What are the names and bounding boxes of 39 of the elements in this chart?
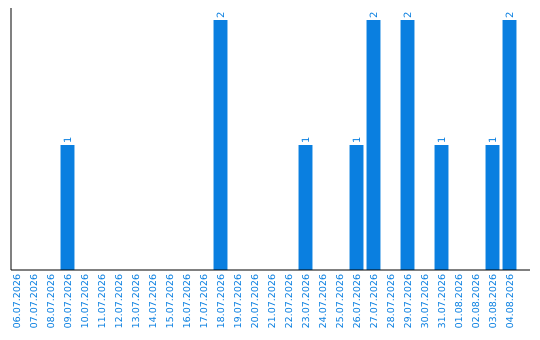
x-tick-label: 19.07.2026 — [233, 274, 244, 328]
data-label: 2 — [216, 12, 227, 18]
x-tick-label: 08.07.2026 — [46, 274, 57, 328]
x-tick-label: 06.07.2026 — [12, 274, 23, 328]
data-label: 1 — [488, 136, 499, 143]
x-tick-label: 24.07.2026 — [318, 274, 329, 328]
data-label: 1 — [437, 136, 448, 143]
x-tick-label: 16.07.2026 — [182, 274, 193, 328]
x-tick-label: 20.07.2026 — [250, 274, 261, 328]
x-tick-label: 02.08.2026 — [471, 274, 482, 328]
x-tick-label: 17.07.2026 — [199, 274, 210, 328]
x-tick-label: 23.07.2026 — [301, 274, 312, 328]
data-label: 1 — [301, 136, 312, 143]
x-tick-label: 14.07.2026 — [148, 274, 159, 328]
x-tick-label: 25.07.2026 — [335, 274, 346, 328]
x-tick-label: 09.07.2026 — [63, 274, 74, 328]
x-tick-label: 28.07.2026 — [386, 274, 397, 328]
x-tick-label: 01.08.2026 — [454, 274, 465, 328]
x-tick-label: 27.07.2026 — [369, 274, 380, 328]
x-tick-label: 10.07.2026 — [80, 274, 91, 328]
x-tick-label: 30.07.2026 — [420, 274, 431, 328]
x-tick-label: 11.07.2026 — [97, 274, 108, 328]
data-label: 2 — [403, 12, 414, 18]
x-tick-label: 12.07.2026 — [114, 274, 125, 328]
data-label: 1 — [63, 136, 74, 143]
x-tick-label: 07.07.2026 — [29, 274, 40, 328]
x-tick-label: 04.08.2026 — [505, 274, 516, 328]
data-label: 2 — [369, 12, 380, 18]
x-tick-label: 26.07.2026 — [352, 274, 363, 328]
x-tick-label: 29.07.2026 — [403, 274, 414, 328]
x-tick-label: 21.07.2026 — [267, 274, 278, 328]
data-label: 1 — [352, 136, 363, 143]
x-tick-label: 31.07.2026 — [437, 274, 448, 328]
x-tick-label: 13.07.2026 — [131, 274, 142, 328]
data-label: 2 — [505, 12, 516, 18]
x-tick-label: 22.07.2026 — [284, 274, 295, 328]
x-tick-label: 03.08.2026 — [488, 274, 499, 328]
x-tick-label: 15.07.2026 — [165, 274, 176, 328]
x-tick-label: 18.07.2026 — [216, 274, 227, 328]
